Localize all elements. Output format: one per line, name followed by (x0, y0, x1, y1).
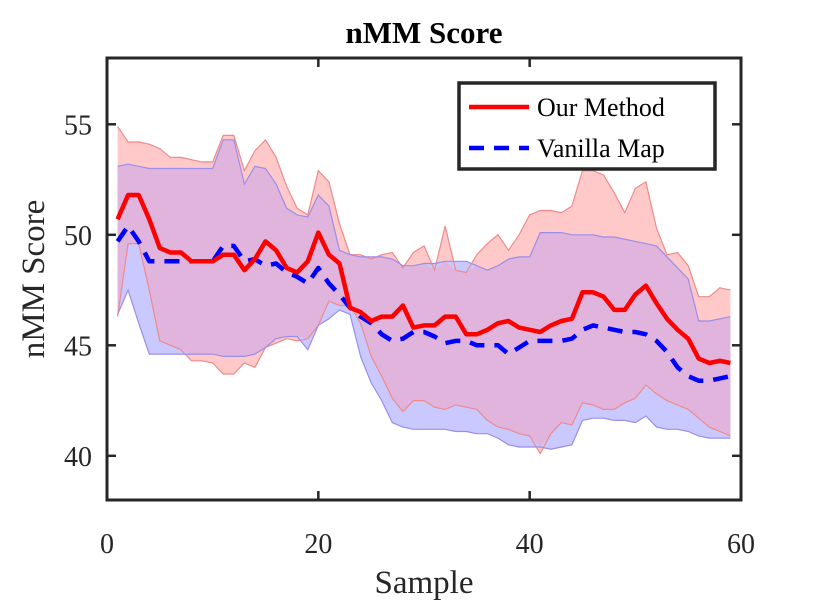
line-vanilla-map (115, 223, 731, 383)
band-overlap (117, 139, 731, 448)
y-tick-label: 40 (64, 442, 92, 473)
y-tick-label: 50 (64, 221, 92, 252)
y-axis-label: nMM Score (16, 200, 52, 359)
band-edge-vanilla-map-upper (117, 139, 731, 322)
legend-label-our-method: Our Method (537, 93, 665, 122)
band-edge-our-method-lower (117, 243, 731, 455)
x-tick-label: 40 (516, 529, 544, 560)
axes-box (105, 56, 743, 502)
y-tick-label: 45 (64, 331, 92, 362)
chart-title: nMM Score (346, 15, 503, 50)
tick-labels: 0 20 40 60 40 45 50 55 (64, 110, 755, 560)
band-edge-vanilla-map-lower (117, 288, 731, 450)
line-our-method (115, 192, 731, 366)
series-lines (115, 192, 731, 383)
x-tick-label: 60 (727, 529, 755, 560)
x-axis-label: Sample (375, 565, 474, 601)
band-edge-our-method-upper (117, 126, 731, 298)
legend: Our Method Vanilla Map (457, 81, 717, 171)
y-tick-label: 55 (64, 110, 92, 141)
x-tick-label: 20 (304, 529, 332, 560)
confidence-bands (117, 126, 731, 455)
legend-box (457, 81, 717, 171)
legend-label-vanilla-map: Vanilla Map (537, 134, 665, 163)
axes (105, 56, 743, 502)
x-tick-label: 0 (100, 529, 114, 560)
